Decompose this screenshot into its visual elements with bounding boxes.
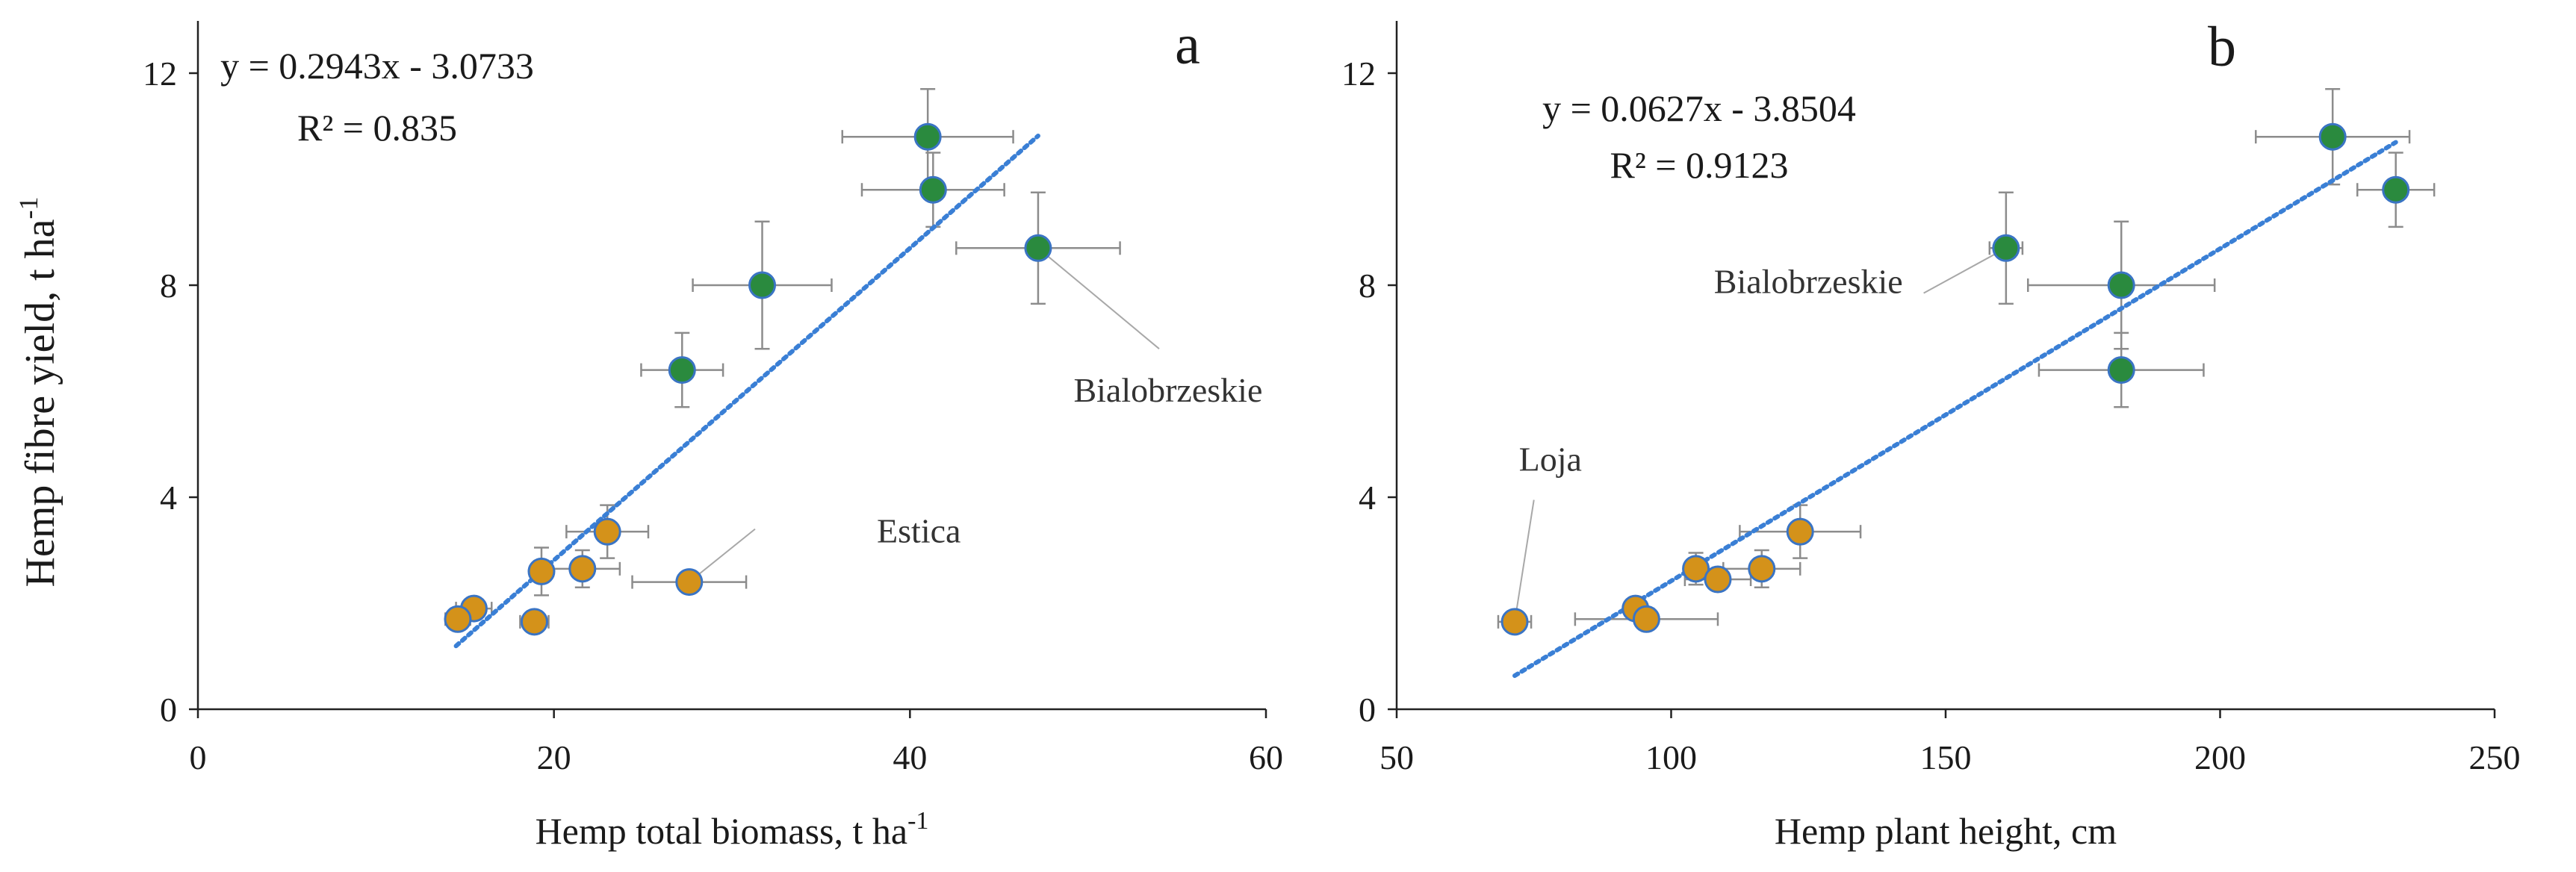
annotation-leader-line (689, 528, 756, 583)
data-point-orange (1748, 555, 1776, 583)
data-point-green (1024, 234, 1052, 262)
data-point-green (2382, 175, 2410, 204)
x-tick-label: 150 (1920, 738, 1972, 776)
y-tick-label: 4 (160, 479, 177, 517)
regression-equation: y = 0.2943x - 3.0733 (220, 45, 534, 87)
trendline (1512, 140, 2398, 679)
y-tick-label: 0 (1359, 691, 1376, 729)
x-tick-label: 250 (2469, 738, 2521, 776)
data-point-orange (527, 557, 556, 585)
y-tick-label: 12 (1341, 54, 1376, 93)
data-point-green (748, 271, 777, 299)
data-point-green (913, 122, 942, 151)
data-point-orange (1682, 555, 1710, 583)
x-tick-label: 50 (1379, 738, 1414, 776)
annotation-label: Bialobrzeskie (1073, 371, 1262, 409)
annotation-label: Loja (1519, 440, 1582, 479)
x-axis-title: Hemp total biomass, t ha-1 (536, 807, 929, 852)
data-point-orange (444, 605, 472, 633)
data-point-green (2318, 122, 2347, 151)
panel-letter: b (2208, 16, 2236, 78)
annotation-leader-line (1923, 247, 2007, 294)
annotation-label: Estica (877, 511, 960, 549)
x-axis-title-sup: -1 (907, 807, 928, 835)
chart-panel-a: 0 4 8 12 0 20 40 60 Hemp total biomass, t ha-1 a y… (143, 13, 1283, 852)
annotation-leader-line (1037, 247, 1160, 349)
r-squared-label: R² = 0.835 (297, 107, 457, 149)
y-axis-title: Hemp fibre yield, t ha-1 (13, 197, 63, 588)
annotation-label: Bialobrzeskie (1714, 263, 1903, 301)
y-tick-label: 8 (1359, 267, 1376, 305)
trendline (453, 133, 1040, 649)
x-tick-label: 40 (893, 738, 927, 776)
data-point-orange (520, 608, 548, 636)
data-point-green (919, 175, 947, 204)
x-axis-title: Hemp plant height, cm (1775, 810, 2117, 852)
x-axis-title-main: Hemp total biomass, t ha (536, 810, 908, 852)
y-tick-label: 12 (143, 54, 177, 93)
y-tick-label: 8 (160, 267, 177, 305)
data-point-orange (1632, 605, 1660, 633)
data-point-orange (1704, 565, 1732, 594)
data-point-orange (675, 568, 704, 597)
data-point-green (2107, 271, 2135, 299)
y-tick-label: 4 (1359, 479, 1376, 517)
y-axis-title-main: Hemp fibre yield, t ha (17, 219, 63, 587)
data-point-orange (1500, 608, 1529, 636)
y-axis-title-sup: -1 (13, 197, 43, 219)
y-tick-label: 0 (160, 691, 177, 729)
x-axis-title-main: Hemp plant height, cm (1775, 810, 2117, 852)
x-tick-label: 20 (537, 738, 571, 776)
chart-panel-b: 0 4 8 12 50 100 150 200 250 Hemp plant height, cm… (1341, 16, 2521, 852)
data-point-green (2107, 356, 2135, 384)
data-point-green (1992, 234, 2020, 262)
x-tick-label: 0 (190, 738, 207, 776)
x-tick-label: 60 (1249, 738, 1283, 776)
x-tick-label: 200 (2194, 738, 2246, 776)
data-point-green (668, 356, 696, 384)
x-tick-label: 100 (1645, 738, 1697, 776)
panel-letter: a (1175, 13, 1200, 76)
data-point-orange (1786, 517, 1814, 546)
r-squared-label: R² = 0.9123 (1610, 144, 1788, 186)
data-point-orange (568, 555, 597, 583)
annotation-leader-line (1514, 499, 1535, 623)
data-point-orange (593, 517, 621, 546)
regression-equation: y = 0.0627x - 3.8504 (1542, 87, 1856, 129)
